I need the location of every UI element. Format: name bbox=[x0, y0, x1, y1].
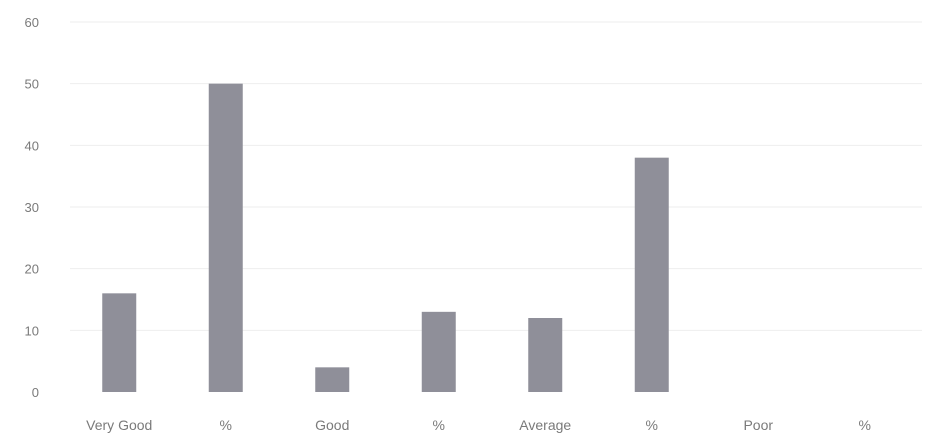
x-category-label: % bbox=[433, 417, 445, 433]
y-tick-label: 0 bbox=[32, 385, 39, 400]
bar bbox=[634, 157, 669, 392]
bar bbox=[421, 311, 456, 392]
bar bbox=[102, 293, 137, 392]
bar bbox=[528, 318, 563, 392]
y-tick-label: 50 bbox=[25, 77, 39, 92]
y-tick-label: 10 bbox=[25, 323, 39, 338]
bar bbox=[315, 367, 350, 392]
x-axis-category-labels: Very Good% Good% Average% Poor% bbox=[86, 417, 871, 433]
x-category-label: Average bbox=[519, 417, 571, 433]
bars bbox=[102, 83, 669, 393]
x-category-label: % bbox=[859, 417, 871, 433]
x-category-label: Good bbox=[315, 417, 349, 433]
y-tick-label: 20 bbox=[25, 262, 39, 277]
bar bbox=[208, 83, 243, 393]
y-tick-label: 60 bbox=[25, 15, 39, 30]
x-category-label: Very Good bbox=[86, 417, 152, 433]
y-tick-label: 30 bbox=[25, 200, 39, 215]
y-tick-label: 40 bbox=[25, 138, 39, 153]
x-category-label: Poor bbox=[743, 417, 773, 433]
x-category-label: % bbox=[646, 417, 658, 433]
x-category-label: % bbox=[220, 417, 232, 433]
y-axis-tick-labels: 0 10 20 30 40 50 60 bbox=[25, 15, 39, 400]
grid-lines bbox=[70, 21, 922, 331]
